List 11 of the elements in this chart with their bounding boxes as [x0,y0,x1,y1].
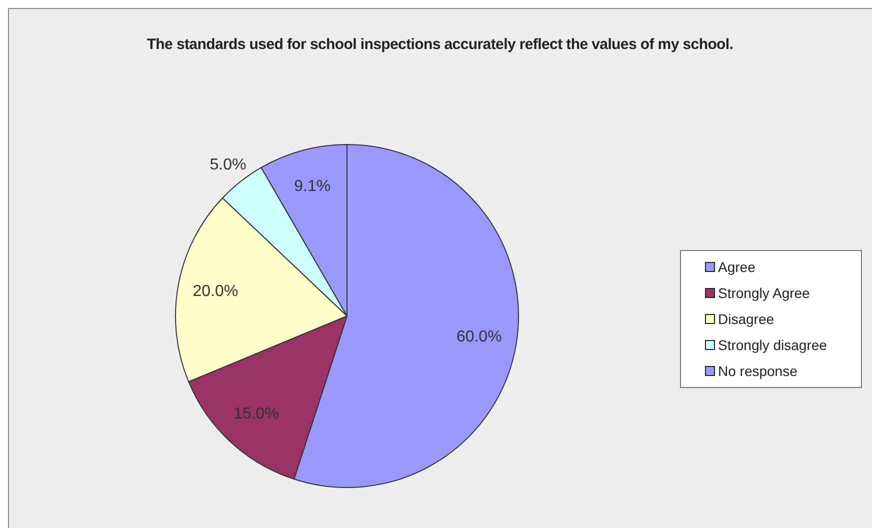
data-label: 5.0% [210,156,246,174]
data-label: 15.0% [234,406,279,423]
data-label: 60.0% [456,328,502,346]
legend-label: Agree [718,259,756,275]
legend-label: No response [718,363,798,379]
legend-label: Strongly disagree [718,337,827,353]
legend-label: Disagree [718,311,774,327]
data-label: 9.1% [294,178,331,196]
chart-title: The standards used for school inspections accurately reflect the values of my school. [146,36,734,54]
legend-label: Strongly Agree [718,285,810,301]
data-label: 20.0% [192,283,238,300]
